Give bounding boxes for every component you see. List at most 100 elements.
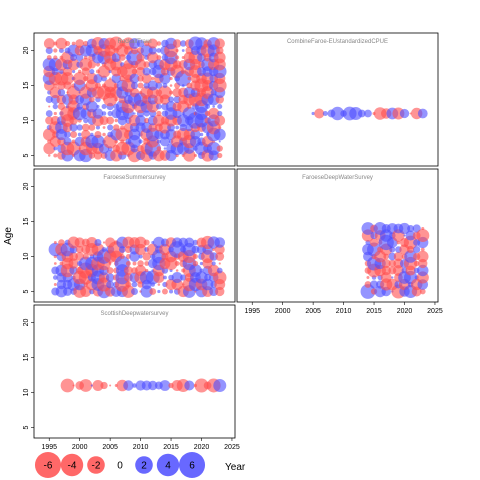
bubble <box>165 37 177 50</box>
bubble <box>366 276 370 279</box>
bubble <box>100 381 108 390</box>
bubble <box>148 380 158 391</box>
bubble <box>95 62 101 67</box>
bubbles <box>42 36 227 163</box>
legend-label: -6 <box>44 461 53 472</box>
bubble <box>94 82 101 89</box>
bubble <box>107 110 113 117</box>
bubble <box>192 260 199 267</box>
bubble <box>68 258 79 269</box>
panel-frame <box>236 168 439 303</box>
bubble <box>134 236 147 249</box>
bubble <box>83 117 89 124</box>
bubble <box>61 72 74 85</box>
bubble <box>364 109 372 118</box>
bubble <box>180 69 186 74</box>
x-tick-label: 2005 <box>102 444 118 451</box>
bubble <box>398 222 411 235</box>
bubble <box>199 132 204 137</box>
bubble <box>216 46 224 55</box>
bubble <box>87 60 97 69</box>
x-tick-label: 1995 <box>244 308 260 315</box>
bubble <box>131 288 138 295</box>
y-tick-label: 10 <box>23 117 30 125</box>
bubble <box>213 51 226 64</box>
bubble <box>148 46 157 55</box>
bubble <box>216 145 223 152</box>
bubble <box>140 285 153 298</box>
bubble <box>76 53 84 62</box>
bubble <box>122 285 135 298</box>
bubble <box>99 115 109 126</box>
bubble <box>90 384 93 387</box>
panel-RockallTrawl: RockallTrawl <box>33 32 236 167</box>
legend-label: -2 <box>92 461 101 472</box>
bubble <box>417 264 429 277</box>
bubble <box>157 283 161 286</box>
bubble <box>156 110 162 117</box>
y-tick-label: 15 <box>23 354 30 362</box>
bubble <box>53 111 57 116</box>
bubble <box>361 222 375 235</box>
bubble <box>184 237 195 248</box>
y-tick-label: 10 <box>23 389 30 397</box>
bubble <box>98 272 110 283</box>
bubble <box>52 275 58 280</box>
bubble <box>53 146 58 151</box>
legend-label: 2 <box>141 461 147 472</box>
bubble <box>129 38 140 49</box>
bubble <box>175 55 180 60</box>
bubble <box>49 86 61 99</box>
bubble <box>43 38 55 49</box>
bubble <box>420 247 425 252</box>
bubbles <box>311 106 428 121</box>
bubble <box>113 124 120 131</box>
bubble <box>163 275 167 280</box>
bubble <box>159 136 170 147</box>
bubble <box>142 67 151 76</box>
bubble <box>156 146 162 151</box>
y-tick-label: 20 <box>23 183 30 191</box>
bubble <box>102 126 106 129</box>
bubble <box>169 76 173 81</box>
bubble <box>77 132 82 137</box>
y-tick-label: 15 <box>23 218 30 226</box>
bubble <box>137 260 144 267</box>
y-tick-label: 15 <box>23 82 30 90</box>
panel-frame <box>33 168 236 303</box>
bubble <box>135 115 146 126</box>
bubble <box>171 272 183 283</box>
bubble <box>155 82 163 89</box>
bubble <box>133 112 136 115</box>
bubbles <box>60 378 227 393</box>
panel-CombineFaroe: CombineFaroe-EUstandardizedCPUE <box>236 32 439 167</box>
bubble <box>77 69 82 74</box>
legend-bubble <box>60 453 84 477</box>
bubble <box>199 268 204 273</box>
bubble <box>92 108 104 119</box>
bubble <box>95 125 100 130</box>
bubble <box>187 76 192 81</box>
bubble <box>47 154 51 157</box>
bubble <box>211 261 216 266</box>
bubble <box>156 41 162 46</box>
bubble <box>193 154 197 157</box>
bubble <box>136 39 145 48</box>
bubble <box>83 55 88 60</box>
bubble <box>76 124 83 131</box>
bubble <box>413 260 420 267</box>
bubble <box>96 104 100 109</box>
bubble <box>364 281 372 288</box>
bubble <box>391 276 394 279</box>
bubble <box>138 139 143 144</box>
bubble <box>101 104 107 109</box>
bubble <box>148 123 158 132</box>
bubble <box>106 280 115 289</box>
bubble <box>157 289 161 294</box>
bubble <box>137 82 144 89</box>
bubble <box>213 270 227 285</box>
bubble <box>184 380 195 391</box>
bubble <box>322 110 328 117</box>
legend-bubble <box>34 451 62 479</box>
bubble <box>156 55 162 60</box>
